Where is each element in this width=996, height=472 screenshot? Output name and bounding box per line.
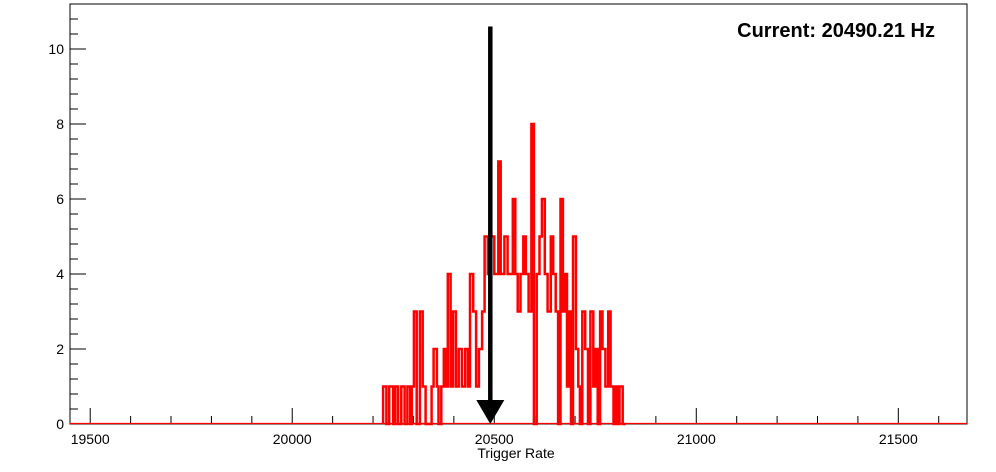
x-axis: 19500 20000 20500 21000 21500 [71, 408, 940, 447]
y-tick-label: 6 [56, 191, 64, 207]
y-tick-label: 2 [56, 341, 64, 357]
x-tick-label: 20500 [475, 431, 514, 447]
x-tick-label: 21000 [677, 431, 716, 447]
y-tick-label: 4 [56, 266, 64, 282]
y-tick-label: 0 [56, 416, 64, 432]
y-tick-label: 10 [48, 41, 64, 57]
x-tick-label: 19500 [71, 431, 110, 447]
x-axis-title: Trigger Rate [477, 445, 555, 461]
y-axis: 0 2 4 6 8 10 [48, 3, 86, 432]
current-value-arrow-head [476, 400, 505, 424]
plot-frame [69, 3, 968, 425]
current-rate-label: Current: 20490.21 Hz [737, 20, 935, 42]
x-tick-label: 21500 [879, 431, 918, 447]
histogram-series-line [381, 122, 626, 426]
y-tick-label: 8 [56, 116, 64, 132]
current-value-arrow [476, 26, 505, 424]
x-tick-label: 20000 [273, 431, 312, 447]
